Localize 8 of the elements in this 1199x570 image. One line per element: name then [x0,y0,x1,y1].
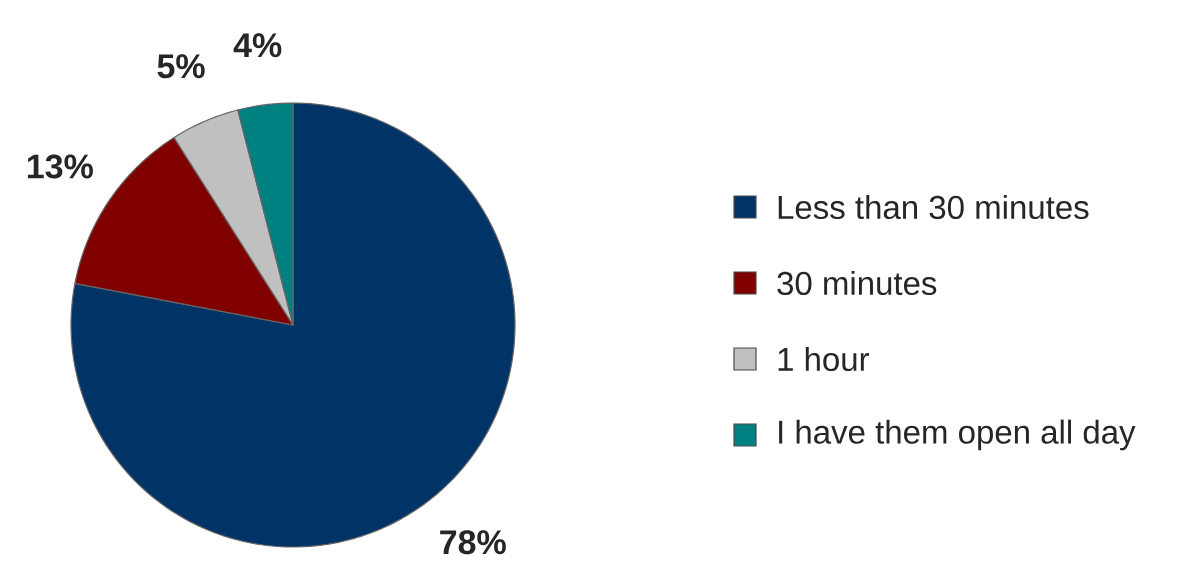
legend-label: Less than 30 minutes [778,194,1089,220]
data-label: 78% [440,530,506,555]
legend-label: I have them open all day [779,419,1136,451]
data-label: 13% [27,154,93,179]
data-label: 5% [157,54,205,79]
legend-label: 30 minutes [777,270,937,296]
data-label: 4% [233,33,282,58]
legend-label: 1 hour [778,346,870,372]
